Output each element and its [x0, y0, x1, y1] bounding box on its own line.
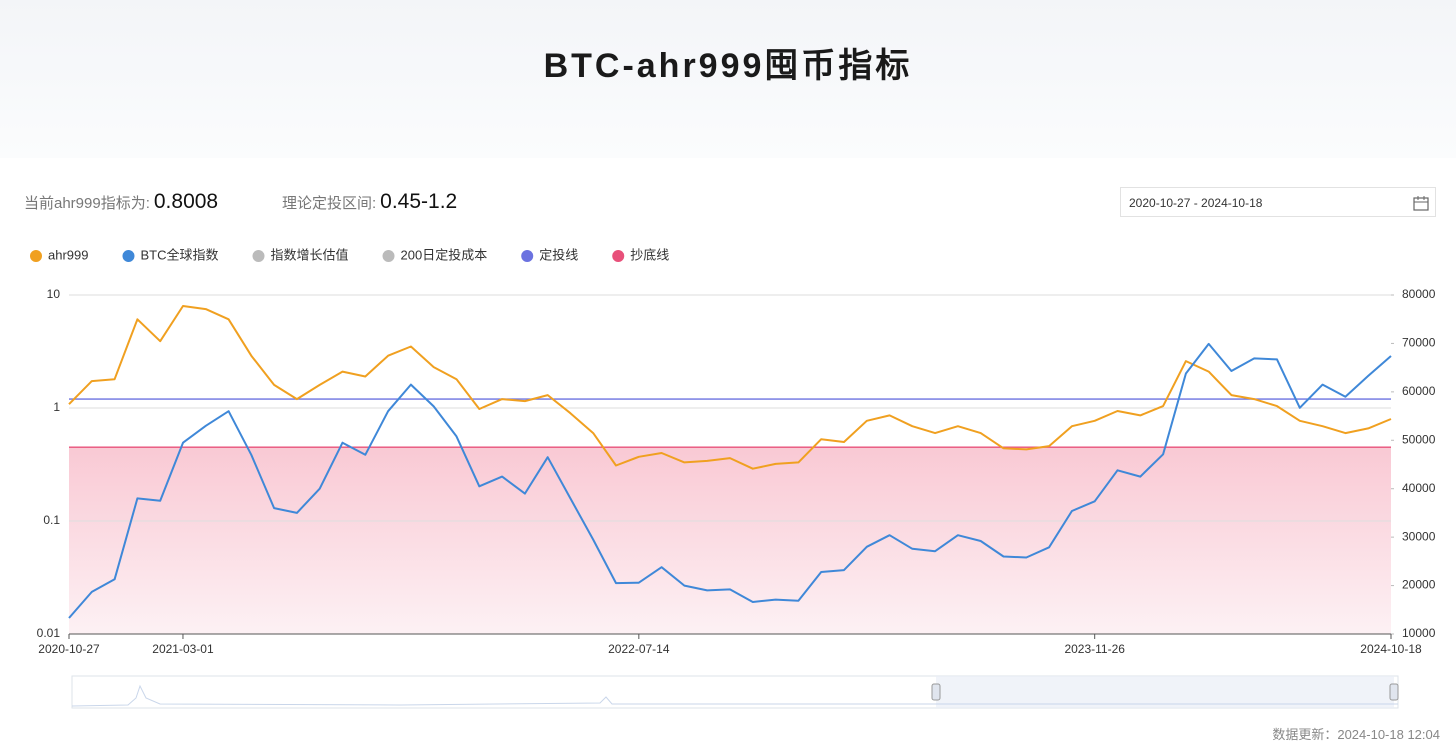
- date-range-text: 2020-10-27 - 2024-10-18: [1129, 196, 1263, 210]
- x-tick-label: 2021-03-01: [152, 642, 214, 656]
- current-stat: 当前ahr999指标为: 0.8008: [24, 190, 218, 214]
- buy-zone: [69, 447, 1391, 634]
- legend-dot: [521, 250, 534, 262]
- stat-label: 理论定投区间:: [282, 195, 377, 212]
- y2-tick-label: 10000: [1402, 626, 1436, 640]
- legend-label: 指数增长估值: [271, 247, 349, 262]
- y2-tick-label: 70000: [1402, 336, 1436, 350]
- series-line: [68, 342, 1392, 619]
- legend-label: BTC全球指数: [140, 247, 218, 262]
- x-tick-label: 2024-10-18: [1360, 642, 1422, 656]
- series-line: [68, 305, 1392, 470]
- calendar-icon: [1413, 196, 1429, 211]
- legend-dot: [252, 250, 265, 262]
- range-stat: 理论定投区间: 0.45-1.2: [282, 190, 457, 214]
- x-tick-label: 2020-10-27: [38, 642, 100, 656]
- update-note: 数据更新：2024-10-18 12:04: [1272, 727, 1440, 742]
- y2-tick-label: 40000: [1402, 481, 1436, 495]
- header: BTC-ahr999囤币指标: [0, 0, 1456, 158]
- y2-tick-label: 80000: [1402, 287, 1436, 301]
- date-range-picker[interactable]: 2020-10-27 - 2024-10-18: [1120, 187, 1436, 217]
- y-tick-label: 10: [47, 287, 61, 301]
- legend-label: 抄底线: [630, 247, 669, 262]
- page-title: BTC-ahr999囤币指标: [543, 47, 913, 85]
- zoom-window[interactable]: [936, 676, 1394, 708]
- legend-label: ahr999: [48, 247, 88, 262]
- x-tick-label: 2023-11-26: [1064, 642, 1125, 656]
- legend-label: 定投线: [539, 247, 578, 262]
- y-tick-label: 1: [53, 400, 60, 414]
- chart: 0.01 0.1 1 10 10000 20000 30000 40000 50000 60000…: [30, 247, 1436, 709]
- y2-tick-label: 30000: [1402, 529, 1436, 543]
- legend-dot: [382, 250, 395, 262]
- legend-dot: [30, 250, 42, 262]
- legend-label: 200日定投成本: [401, 247, 488, 262]
- stat-value: 0.45-1.2: [380, 190, 458, 213]
- y-tick-label: 0.1: [43, 513, 60, 527]
- stat-value: 0.8008: [153, 190, 219, 213]
- x-tick-label: 2022-07-14: [608, 642, 670, 656]
- legend-dot: [122, 250, 135, 262]
- legend-dot: [612, 250, 625, 262]
- zoom-handle[interactable]: [931, 683, 941, 701]
- zoom-handle[interactable]: [1389, 683, 1399, 701]
- stat-label: 当前ahr999指标为:: [24, 195, 150, 212]
- y-tick-label: 0.01: [37, 626, 61, 640]
- y2-tick-label: 20000: [1402, 578, 1436, 592]
- y2-tick-label: 50000: [1402, 432, 1436, 446]
- y2-tick-label: 60000: [1402, 384, 1436, 398]
- zoom-preview: [71, 684, 1398, 707]
